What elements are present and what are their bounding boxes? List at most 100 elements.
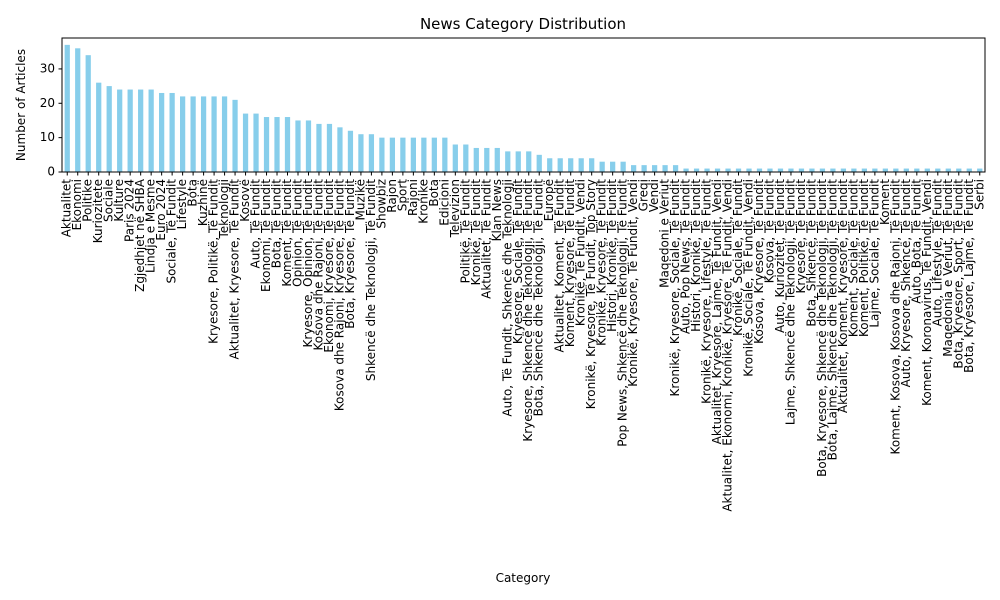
bar (337, 127, 343, 172)
x-tick-label: Kosova dhe Rajoni, Të Fundit (311, 179, 325, 351)
bar (190, 96, 196, 172)
bar (589, 158, 595, 172)
x-tick-label: Politikë, Të Fundit (458, 179, 472, 284)
x-tick-label: Kuzhinë (196, 179, 210, 226)
bar (515, 151, 521, 172)
x-tick-label: Bota, Kryesore, Shkencë dhe Teknologji, … (815, 179, 829, 477)
bar (169, 92, 175, 172)
x-tick-label: Kronikë, Të Fundit (469, 179, 483, 286)
bar (641, 165, 647, 172)
x-tick-label: Ekonomi, Të Fundit (259, 179, 273, 292)
bar (96, 82, 102, 172)
x-tick-label: Edicioni (437, 179, 451, 226)
bar (463, 144, 469, 172)
bar (200, 96, 207, 172)
x-tick-label: Kryesore, Sociale, Të Fundit (511, 179, 525, 344)
bar (872, 168, 878, 172)
bar (924, 168, 930, 172)
y-tick-label: 20 (40, 96, 55, 110)
x-tick-label: Shkencë dhe Teknologji, Të Fundit (364, 179, 378, 381)
x-tick-label: Kronikë, Sociale, Të Fundit (731, 179, 745, 336)
x-tick-label: Bota, Të Fundit (270, 179, 284, 269)
bar (767, 168, 773, 172)
bar (683, 168, 689, 172)
bar (756, 168, 763, 172)
bar (651, 165, 658, 172)
x-tick-label: Auto, Të Fundit (249, 179, 263, 269)
bar (977, 168, 983, 172)
x-tick-label: Vendi (647, 179, 661, 212)
x-tick-label: Maqedoni e Veriut (658, 179, 672, 288)
x-tick-label: Kosova, Të Fundit (762, 179, 776, 284)
bar (473, 147, 479, 172)
x-tick-label: Auto, Kryesore, Shkencë, Të Fundit (899, 179, 913, 388)
bar (75, 48, 81, 173)
bar (221, 96, 228, 172)
bar (788, 168, 794, 172)
bar (851, 168, 857, 172)
x-tick-label: Bota, Kryesore, Sport, Të Fundit (951, 179, 965, 369)
x-tick-label: Europë (542, 179, 556, 221)
bar (830, 168, 836, 172)
bar (819, 168, 826, 172)
bar (526, 151, 532, 172)
bar (421, 137, 427, 172)
bar (431, 137, 437, 172)
x-tick-label: Auto, Lifestyle, Të Fundit (930, 179, 944, 327)
bar (631, 165, 637, 172)
x-tick-label: Kronikë, Kryesore, Të Fundit (595, 179, 609, 346)
x-tick-label: Kronikë, Kryesore, Sociale, Të Fundit (668, 179, 682, 397)
x-tick-label: Koment, Sociale, Të Fundit (846, 179, 860, 337)
x-tick-label: Kronikë, Të Fundit, Vendi (574, 179, 588, 326)
bar (672, 165, 679, 172)
x-tick-label: Rajoni (406, 179, 420, 216)
bar (127, 89, 133, 172)
bar (547, 158, 553, 172)
x-tick-label: Politike (81, 179, 95, 222)
plot-frame (61, 37, 986, 173)
x-tick-label: Auto, Kuriozitet, Të Fundit (773, 179, 787, 333)
bar (966, 168, 972, 172)
y-tick-label: 0 (47, 165, 55, 179)
x-tick-label: Serbi (972, 179, 986, 210)
bar (358, 134, 364, 172)
x-tick-label: Lindja e Mesme (144, 179, 158, 273)
bar (935, 168, 941, 172)
x-tick-label: Lifestyle (175, 179, 189, 229)
x-tick-label: Rajon (385, 179, 399, 213)
bar (893, 168, 899, 172)
bar (693, 168, 700, 172)
x-tick-label: Aktualitet, Të Fundit (479, 179, 493, 299)
bar (253, 113, 259, 172)
bar (746, 168, 752, 172)
x-tick-label: Opinion, Të Fundit (290, 179, 304, 287)
bar (368, 134, 375, 172)
bar (809, 168, 815, 172)
x-tick-label: Lajme, Sociale, Të Fundit (867, 179, 881, 328)
bar (704, 168, 710, 172)
x-tick-label: Sociale (102, 179, 116, 222)
y-tick-label: 10 (40, 130, 55, 144)
bar (494, 147, 500, 172)
bar (536, 154, 542, 172)
x-tick-label: Sport (395, 179, 409, 212)
chart-title: News Category Distribution (420, 15, 626, 33)
x-tick-label: Auto, Pop News, Të Fundit (679, 179, 693, 334)
x-tick-label: Koment (878, 179, 892, 225)
x-tick-label: Kosova dhe Rajoni, Kryesore, Të Fundit (332, 179, 346, 411)
y-axis-title: Number of Articles (14, 49, 28, 161)
x-axis-title: Category (496, 571, 551, 585)
x-tick-label: Kuriozitete (91, 179, 105, 243)
y-axis: 0 10 20 30 (40, 61, 62, 179)
bar (903, 168, 909, 172)
x-tick-label: Muzikë (353, 179, 367, 221)
x-tick-label: Kronikë, Kryesore, Të Fundit, Vendi (626, 179, 640, 387)
x-tick-label: Aktualitet, Ekonomi, Kronikë, Kryesore, … (721, 179, 735, 512)
x-tick-label: Aktualitet, Koment, Të Fundit (553, 179, 567, 353)
x-tick-label: Aktualitet, Kryesore, Lajme, Të Fundit, … (710, 179, 724, 444)
bar (662, 165, 668, 172)
x-tick-label: Auto, Të Fundit, Shkencë dhe Teknologji (500, 179, 514, 417)
x-tick-label: Aktualitet, Koment, Kryesore, Të Fundit (836, 179, 850, 413)
bar (138, 89, 144, 172)
bar (714, 168, 721, 172)
